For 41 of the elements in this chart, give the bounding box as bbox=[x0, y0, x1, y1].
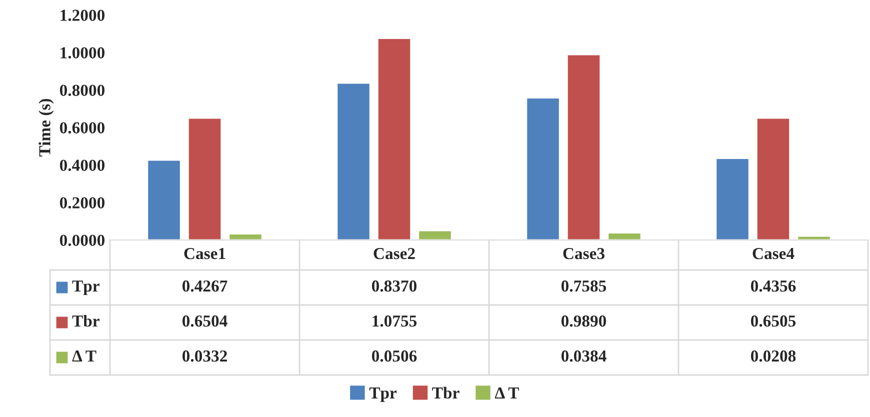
data-label: 0.0332 bbox=[182, 350, 227, 362]
data-label: 0.0384 bbox=[561, 350, 606, 362]
data-label: 0.6504 bbox=[182, 315, 228, 327]
y-tick-label: 0.8000 bbox=[60, 84, 105, 96]
data-label: 0.4267 bbox=[182, 280, 228, 292]
bar bbox=[756, 117, 791, 240]
bar bbox=[228, 233, 263, 240]
data-label: 0.0506 bbox=[372, 350, 417, 362]
y-tick-label: 0.6000 bbox=[60, 122, 105, 134]
y-tick-label: 1.0000 bbox=[60, 47, 105, 59]
data-label: 0.7585 bbox=[561, 280, 606, 292]
x-tick-label: Case4 bbox=[752, 248, 794, 260]
text: Δ T bbox=[72, 350, 96, 362]
text: Tpr bbox=[369, 388, 397, 402]
data-label: 0.4356 bbox=[750, 280, 796, 292]
bar bbox=[146, 159, 182, 240]
y-tick-label: 0.0000 bbox=[60, 234, 105, 246]
y-axis-title: Time (s) bbox=[38, 98, 54, 156]
bar bbox=[715, 158, 750, 240]
x-tick-label: Case1 bbox=[184, 248, 226, 260]
y-tick-label: 0.4000 bbox=[60, 160, 105, 172]
y-tick-label: 1.2000 bbox=[60, 10, 105, 22]
x-tick-label: Case3 bbox=[563, 248, 604, 260]
data-label: 1.0755 bbox=[372, 315, 417, 327]
bar bbox=[607, 232, 642, 240]
data-label: 0.0208 bbox=[750, 350, 796, 362]
data-label: 0.8370 bbox=[372, 280, 417, 292]
x-tick-label: Case2 bbox=[374, 248, 415, 260]
legend-label: Δ T bbox=[494, 387, 519, 398]
text: Tbr bbox=[432, 386, 460, 399]
legend-label: Tpr bbox=[72, 280, 100, 296]
bar bbox=[336, 82, 371, 240]
bar bbox=[418, 230, 452, 240]
y-tick-label: 0.2000 bbox=[60, 197, 105, 209]
data-label: 0.9890 bbox=[561, 315, 606, 327]
legend-label: Tbr bbox=[72, 314, 100, 327]
bar bbox=[187, 117, 222, 240]
data-label: 0.6505 bbox=[750, 315, 796, 327]
bar bbox=[526, 97, 560, 240]
bar bbox=[376, 38, 412, 240]
bar bbox=[566, 54, 602, 240]
